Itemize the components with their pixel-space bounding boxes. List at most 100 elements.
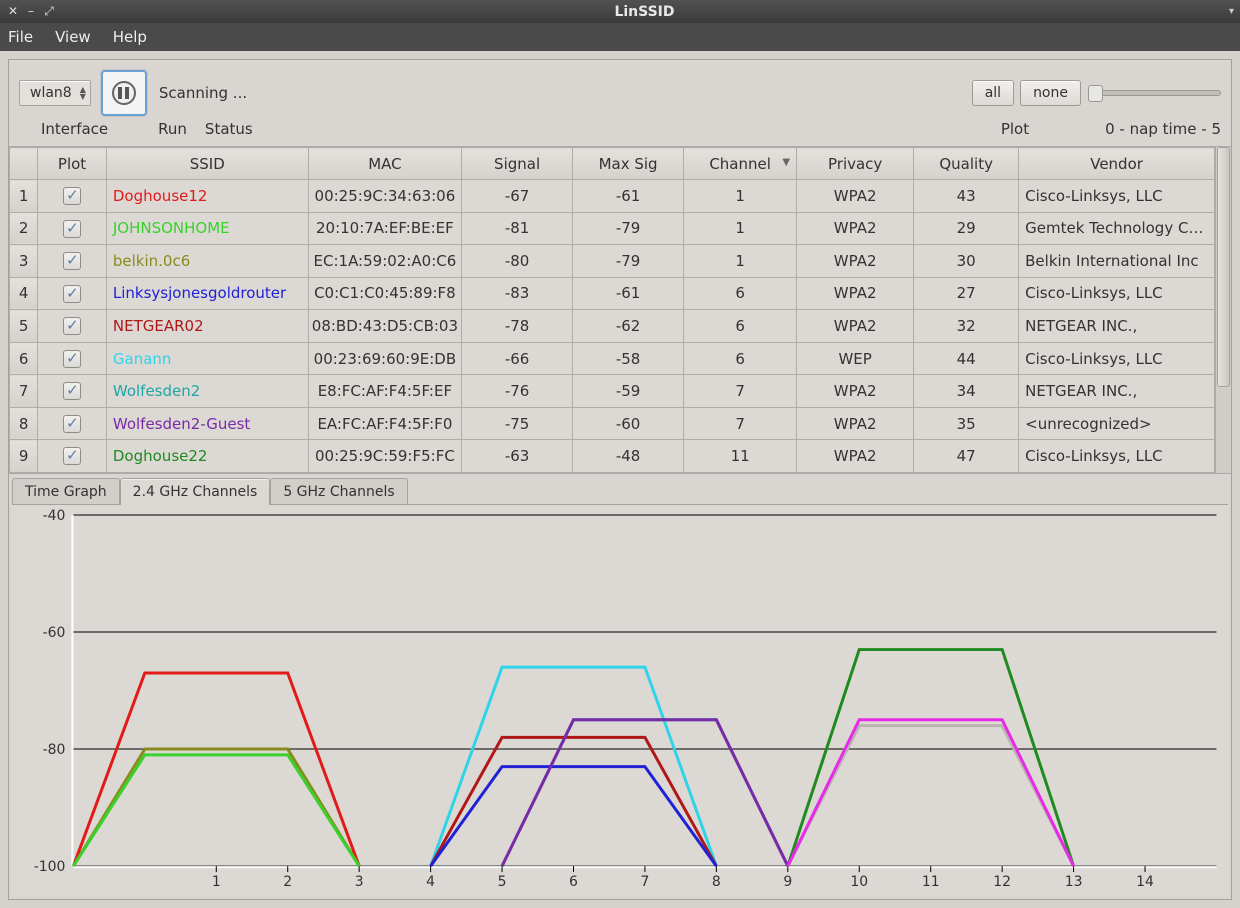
table-row[interactable]: 8 Wolfesden2-Guest EA:FC:AF:F4:5F:F0 -75…	[10, 407, 1215, 440]
network-table-wrap: PlotSSIDMACSignalMax SigChannel▼PrivacyQ…	[9, 146, 1231, 474]
cell-channel: 6	[684, 342, 797, 375]
table-scrollbar[interactable]	[1215, 147, 1231, 473]
run-pause-button[interactable]	[101, 70, 147, 116]
cell-mac: 20:10:7A:EF:BE:EF	[308, 212, 461, 245]
plot-all-button[interactable]: all	[972, 80, 1014, 106]
col-max sig[interactable]: Max Sig	[573, 148, 684, 180]
col-plot[interactable]: Plot	[38, 148, 107, 180]
cell-privacy: WPA2	[797, 310, 914, 343]
table-row[interactable]: 3 belkin.0c6 EC:1A:59:02:A0:C6 -80 -79 1…	[10, 245, 1215, 278]
cell-signal: -81	[462, 212, 573, 245]
close-icon[interactable]: ✕	[6, 5, 20, 19]
svg-text:3: 3	[355, 874, 364, 890]
table-row[interactable]: 1 Doghouse12 00:25:9C:34:63:06 -67 -61 1…	[10, 180, 1215, 213]
menu-view[interactable]: View	[55, 28, 91, 46]
svg-text:-100: -100	[34, 859, 66, 875]
col-quality[interactable]: Quality	[914, 148, 1019, 180]
table-row[interactable]: 7 Wolfesden2 E8:FC:AF:F4:5F:EF -76 -59 7…	[10, 375, 1215, 408]
plot-none-button[interactable]: none	[1020, 80, 1081, 106]
table-row[interactable]: 6 Ganann 00:23:69:60:9E:DB -66 -58 6 WEP…	[10, 342, 1215, 375]
tab-time-graph[interactable]: Time Graph	[12, 478, 120, 505]
cell-quality: 35	[914, 407, 1019, 440]
cell-vendor: Cisco-Linksys, LLC	[1019, 180, 1215, 213]
col-idx[interactable]	[10, 148, 38, 180]
row-index: 8	[10, 407, 38, 440]
svg-text:8: 8	[712, 874, 721, 890]
svg-text:14: 14	[1136, 874, 1154, 890]
tab-24ghz[interactable]: 2.4 GHz Channels	[120, 478, 271, 505]
cell-maxsig: -79	[573, 245, 684, 278]
cell-ssid: Linksysjonesgoldrouter	[106, 277, 308, 310]
row-index: 9	[10, 440, 38, 473]
minimize-icon[interactable]: –	[24, 5, 38, 19]
cell-mac: C0:C1:C0:45:89:F8	[308, 277, 461, 310]
table-row[interactable]: 4 Linksysjonesgoldrouter C0:C1:C0:45:89:…	[10, 277, 1215, 310]
slider-thumb-icon[interactable]	[1088, 85, 1103, 102]
svg-text:12: 12	[993, 874, 1011, 890]
cell-maxsig: -60	[573, 407, 684, 440]
table-row[interactable]: 2 JOHNSONHOME 20:10:7A:EF:BE:EF -81 -79 …	[10, 212, 1215, 245]
row-index: 6	[10, 342, 38, 375]
toolbar: wlan8 ▲▼ Scanning ... all none	[9, 60, 1231, 116]
cell-channel: 11	[684, 440, 797, 473]
naptime-label: 0 - nap time - 5	[1105, 120, 1221, 138]
cell-ssid: JOHNSONHOME	[106, 212, 308, 245]
cell-maxsig: -61	[573, 277, 684, 310]
cell-maxsig: -61	[573, 180, 684, 213]
interface-select[interactable]: wlan8 ▲▼	[19, 80, 91, 106]
cell-quality: 43	[914, 180, 1019, 213]
svg-text:9: 9	[783, 874, 792, 890]
plot-checkbox[interactable]	[38, 407, 107, 440]
cell-signal: -80	[462, 245, 573, 278]
row-index: 2	[10, 212, 38, 245]
cell-vendor: NETGEAR INC.,	[1019, 310, 1215, 343]
status-text: Scanning ...	[159, 84, 247, 102]
menu-file[interactable]: File	[8, 28, 33, 46]
col-channel[interactable]: Channel▼	[684, 148, 797, 180]
col-signal[interactable]: Signal	[462, 148, 573, 180]
cell-privacy: WPA2	[797, 212, 914, 245]
main-panel: wlan8 ▲▼ Scanning ... all none Interface…	[8, 59, 1232, 900]
cell-signal: -76	[462, 375, 573, 408]
cell-ssid: belkin.0c6	[106, 245, 308, 278]
window-menu-icon[interactable]: ▾	[1229, 6, 1234, 17]
col-vendor[interactable]: Vendor	[1019, 148, 1215, 180]
cell-quality: 47	[914, 440, 1019, 473]
maximize-icon[interactable]: ⤢	[42, 5, 56, 19]
table-row[interactable]: 9 Doghouse22 00:25:9C:59:F5:FC -63 -48 1…	[10, 440, 1215, 473]
plot-checkbox[interactable]	[38, 342, 107, 375]
network-table: PlotSSIDMACSignalMax SigChannel▼PrivacyQ…	[9, 147, 1215, 473]
table-row[interactable]: 5 NETGEAR02 08:BD:43:D5:CB:03 -78 -62 6 …	[10, 310, 1215, 343]
scrollbar-thumb-icon[interactable]	[1217, 147, 1230, 387]
cell-privacy: WPA2	[797, 375, 914, 408]
cell-signal: -83	[462, 277, 573, 310]
plot-checkbox[interactable]	[38, 180, 107, 213]
cell-channel: 7	[684, 375, 797, 408]
spinner-icon[interactable]: ▲▼	[80, 86, 86, 100]
col-ssid[interactable]: SSID	[106, 148, 308, 180]
plot-checkbox[interactable]	[38, 440, 107, 473]
row-index: 7	[10, 375, 38, 408]
cell-mac: 00:23:69:60:9E:DB	[308, 342, 461, 375]
cell-quality: 29	[914, 212, 1019, 245]
cell-quality: 27	[914, 277, 1019, 310]
plot-checkbox[interactable]	[38, 310, 107, 343]
cell-vendor: Belkin International Inc	[1019, 245, 1215, 278]
svg-text:5: 5	[498, 874, 507, 890]
menu-help[interactable]: Help	[113, 28, 147, 46]
tab-5ghz[interactable]: 5 GHz Channels	[270, 478, 407, 505]
cell-privacy: WPA2	[797, 407, 914, 440]
cell-vendor: <unrecognized>	[1019, 407, 1215, 440]
svg-text:6: 6	[569, 874, 578, 890]
plot-checkbox[interactable]	[38, 245, 107, 278]
channel-chart-svg: -100-80-60-401234567891011121314	[12, 505, 1228, 896]
svg-text:7: 7	[640, 874, 649, 890]
plot-checkbox[interactable]	[38, 277, 107, 310]
plot-checkbox[interactable]	[38, 212, 107, 245]
cell-quality: 34	[914, 375, 1019, 408]
cell-channel: 1	[684, 180, 797, 213]
naptime-slider[interactable]	[1091, 90, 1221, 96]
col-mac[interactable]: MAC	[308, 148, 461, 180]
col-privacy[interactable]: Privacy	[797, 148, 914, 180]
plot-checkbox[interactable]	[38, 375, 107, 408]
